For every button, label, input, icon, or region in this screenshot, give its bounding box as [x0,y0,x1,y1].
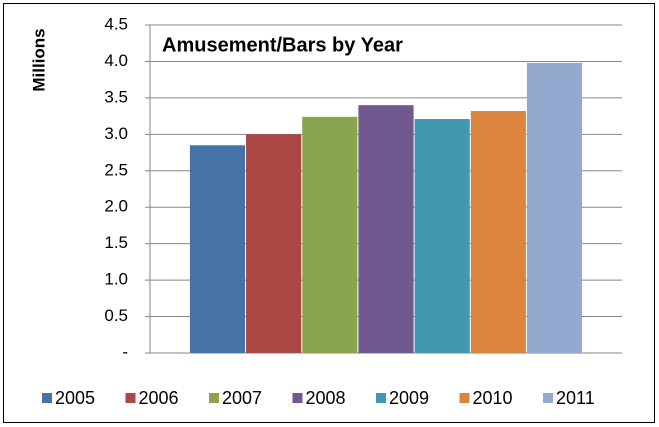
bar [414,119,470,353]
y-tick-label: 4.5 [104,14,128,33]
bar [246,134,302,353]
legend-swatch [42,393,52,403]
legend-label: 2009 [389,388,429,408]
legend-swatch [292,393,303,403]
y-tick-label: 2.0 [104,197,128,216]
bar [189,145,246,353]
legend-label: 2008 [306,388,346,408]
legend-swatch [459,393,470,403]
y-tick-label: 2.5 [104,160,128,179]
bar [302,116,358,353]
y-tick-label: 4.0 [104,51,128,70]
chart-title: Amusement/Bars by Year [162,34,403,56]
y-tick-label: 3.5 [104,87,128,106]
legend-label: 2006 [139,388,179,408]
y-tick-label: - [122,342,128,361]
legend-label: 2011 [556,388,595,408]
y-tick-label: 0.5 [104,306,128,325]
bar [470,111,526,354]
y-tick-label: 1.0 [104,270,128,289]
bar [526,62,583,353]
legend-swatch [209,393,219,403]
y-tick-label: 3.0 [104,124,128,143]
legend-swatch [125,393,136,403]
legend-label: 2007 [222,388,262,408]
y-tick-label: 1.5 [104,233,128,252]
bar [358,105,414,353]
y-axis-label: Millions [29,28,48,91]
legend-swatch [543,393,553,403]
legend-label: 2010 [473,388,513,408]
legend-label: 2005 [55,388,95,408]
legend-swatch [376,393,386,403]
